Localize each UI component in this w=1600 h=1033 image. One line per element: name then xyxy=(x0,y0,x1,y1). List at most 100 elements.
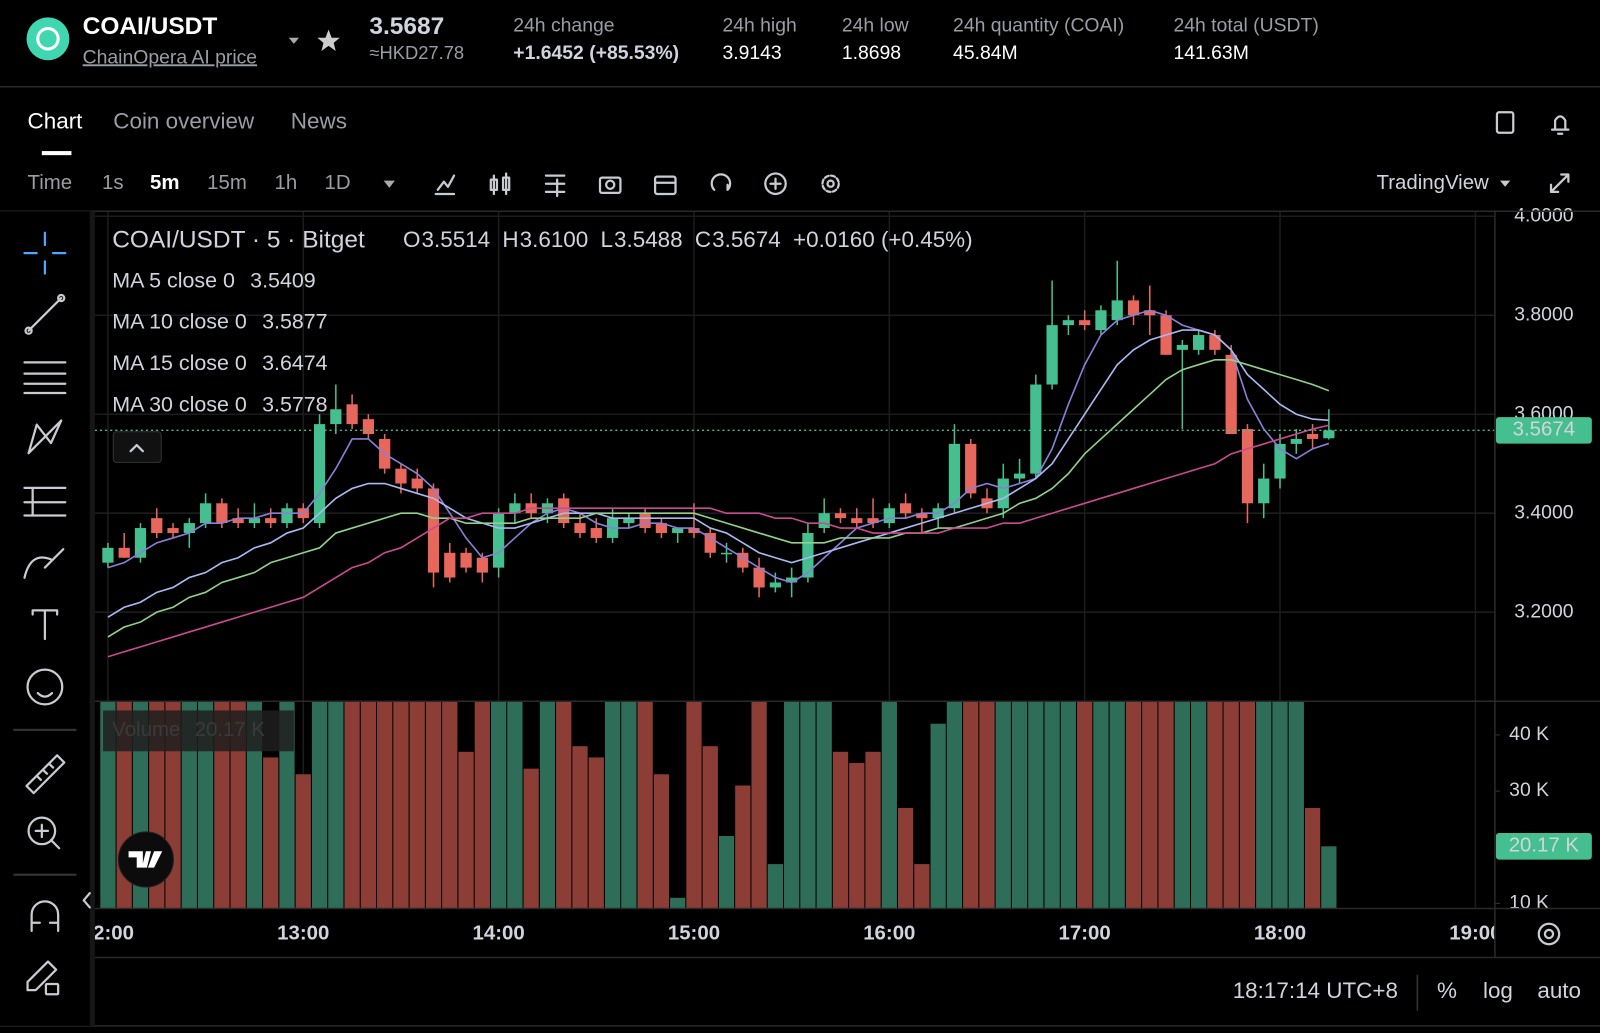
splitter[interactable] xyxy=(89,211,95,1026)
settings-icon[interactable] xyxy=(821,174,840,194)
volume-bar xyxy=(344,701,360,909)
screenshot-icon[interactable] xyxy=(598,176,622,195)
y-tick-label: 3.4000 xyxy=(1514,501,1573,523)
axis-settings[interactable] xyxy=(1537,922,1561,946)
interval[interactable]: 5m xyxy=(150,172,179,194)
template-icon[interactable] xyxy=(544,174,566,198)
y-tick-label: 40 K xyxy=(1509,723,1549,745)
zoom-tool[interactable] xyxy=(27,816,57,846)
volume-bar xyxy=(1011,701,1028,909)
crosshair-tool[interactable] xyxy=(23,231,67,275)
ma-legend-name: MA 5 close 0 xyxy=(112,268,235,292)
stat-value: 1.8698 xyxy=(842,42,901,64)
ma-legend-name: MA 10 close 0 xyxy=(112,310,247,334)
volume-bar xyxy=(1142,701,1158,909)
tab[interactable]: Chart xyxy=(28,108,84,133)
log-toggle[interactable]: log xyxy=(1483,978,1513,1003)
candle-body xyxy=(102,547,114,563)
projection-tool[interactable] xyxy=(23,486,67,517)
ma-legend-value: 3.6474 xyxy=(262,351,328,375)
ruler-tool[interactable] xyxy=(25,754,66,795)
stat-label: 24h change xyxy=(513,15,614,37)
candle-body xyxy=(639,513,651,529)
auto-toggle[interactable]: auto xyxy=(1537,978,1581,1003)
coin-name[interactable]: ChainOpera AI price xyxy=(83,46,257,68)
interval-dropdown[interactable] xyxy=(383,180,395,188)
ohlc-value: 3.6100 xyxy=(520,227,589,252)
interval[interactable]: 15m xyxy=(207,172,247,194)
provider-select[interactable]: TradingView xyxy=(1377,172,1490,194)
ohlc-key: H xyxy=(502,227,518,252)
x-tick-label: 17:00 xyxy=(1059,922,1111,944)
tradingview-logo-mark xyxy=(128,851,163,868)
pair[interactable]: COAI/USDT xyxy=(83,13,218,40)
interval[interactable]: 1h xyxy=(274,172,297,194)
volume-bar xyxy=(197,701,214,909)
volume-bar xyxy=(1125,701,1142,909)
volume-bar xyxy=(425,701,442,909)
candle-body xyxy=(737,552,749,568)
add-icon[interactable] xyxy=(764,172,787,196)
replay-icon[interactable] xyxy=(710,173,732,191)
interval[interactable]: 1D xyxy=(324,172,350,194)
brush-tool[interactable] xyxy=(23,548,65,579)
emoji-tool[interactable] xyxy=(26,668,64,706)
stat-value: 45.84M xyxy=(953,42,1018,64)
time-button[interactable]: Time xyxy=(28,172,73,194)
candle-body xyxy=(1111,300,1123,321)
candle-body xyxy=(834,513,847,519)
candle-body xyxy=(1290,438,1302,444)
volume-bar xyxy=(1060,701,1077,909)
candle-body xyxy=(802,532,814,578)
volume-bar xyxy=(1304,807,1321,909)
candle-body xyxy=(1323,430,1335,439)
fib-tool[interactable] xyxy=(23,361,67,395)
percent-toggle[interactable]: % xyxy=(1437,978,1457,1003)
candle-body xyxy=(948,443,961,509)
ma-legend-value: 3.5409 xyxy=(250,268,316,292)
interval[interactable]: 1s xyxy=(102,172,124,194)
volume-bar xyxy=(849,763,865,909)
y-tick-label: 3.2000 xyxy=(1514,600,1573,622)
ma-legend-value: 3.5877 xyxy=(262,310,328,334)
trend-line-tool[interactable] xyxy=(27,296,63,332)
candle-body xyxy=(444,552,456,578)
volume-bar xyxy=(653,774,670,909)
candle-body xyxy=(1079,320,1091,326)
x-tick-label: 16:00 xyxy=(863,922,915,944)
volume-bar xyxy=(702,746,718,909)
candle-body xyxy=(134,528,147,558)
ma-legend-name: MA 15 close 0 xyxy=(112,351,247,375)
volume-bar xyxy=(1190,701,1207,909)
magnet-tool[interactable] xyxy=(30,900,60,933)
alert-icon[interactable] xyxy=(1550,115,1570,135)
candle-body xyxy=(558,498,570,524)
pattern-tool[interactable] xyxy=(27,419,63,455)
fullscreen-icon[interactable] xyxy=(1549,173,1570,194)
ma-line xyxy=(107,424,1330,658)
orderbook-icon[interactable] xyxy=(1495,111,1515,134)
favorite[interactable] xyxy=(317,29,340,52)
calendar-icon[interactable] xyxy=(653,175,677,196)
header-icons xyxy=(1495,111,1570,135)
provider-dropdown[interactable] xyxy=(1500,180,1511,187)
volume-bar xyxy=(409,701,425,909)
last-price-tag xyxy=(1495,417,1592,444)
candle-body xyxy=(818,513,830,529)
candle-body xyxy=(1241,429,1254,504)
pair-dropdown[interactable] xyxy=(288,37,299,44)
collapse-toolbar[interactable] xyxy=(82,892,91,909)
text-tool[interactable] xyxy=(31,609,59,641)
tab[interactable]: Coin overview xyxy=(113,108,255,133)
chart-type-icon[interactable] xyxy=(489,172,511,196)
indicators-icon[interactable] xyxy=(434,174,456,196)
lock-drawings-tool[interactable] xyxy=(26,960,58,992)
tab[interactable]: News xyxy=(291,108,347,133)
volume-bar xyxy=(897,807,914,909)
volume-bar xyxy=(718,836,735,909)
x-tick-label: 12:00 xyxy=(82,922,134,944)
volume-bar xyxy=(246,701,263,909)
volume-bar xyxy=(539,701,556,909)
volume-bar xyxy=(328,701,344,909)
stat-label: 24h quantity (COAI) xyxy=(953,15,1124,37)
